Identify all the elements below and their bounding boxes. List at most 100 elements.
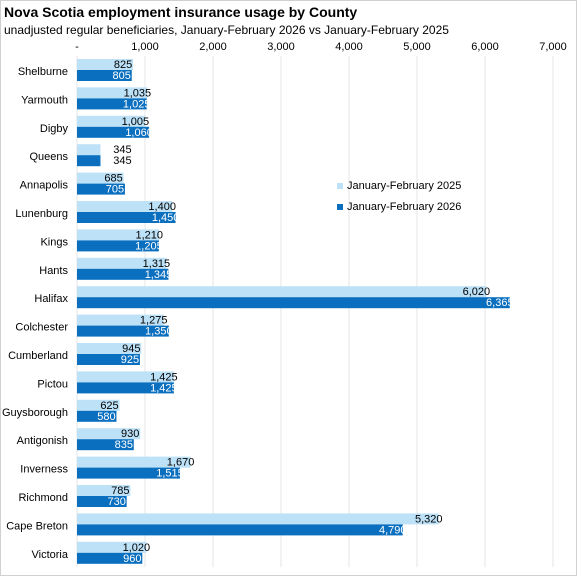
legend-item-2025: January-February 2025 [337,175,461,196]
legend: January-February 2025 January-February 2… [337,175,461,217]
bar-2026 [77,524,403,536]
bar-2025 [77,257,167,269]
bar-2026 [77,354,140,365]
data-label-2025: 930 [121,428,139,440]
bar-2025 [77,172,124,184]
category-label: Hants [39,265,68,277]
data-label-2025: 1,425 [150,371,178,383]
data-label-2025: 1,670 [167,457,195,469]
legend-item-2026: January-February 2026 [337,196,461,217]
category-label: Shelburne [18,66,68,78]
data-label-2025: 625 [100,400,118,412]
bar-2025 [77,343,142,354]
bar-2025 [77,87,148,99]
data-label-2026: 1,350 [145,326,173,338]
bar-2025 [77,456,191,468]
data-label-2026: 730 [107,496,125,508]
data-label-2025: 1,020 [123,542,151,554]
bar-2026 [77,552,143,564]
bar-2026 [77,126,150,138]
legend-swatch-2025 [337,182,343,189]
data-label-2026: 960 [123,553,141,565]
data-label-2025: 1,275 [140,315,168,327]
category-label: Queens [29,151,68,163]
category-label: Richmond [18,492,68,504]
bar-2025 [77,59,134,70]
data-label-2026: 345 [113,155,131,167]
data-label-2025: 785 [111,485,129,497]
bar-2026 [77,183,125,195]
legend-swatch-2026 [337,203,343,210]
data-label-2025: 825 [114,59,132,71]
data-label-2026: 925 [121,354,139,366]
category-label: Halifax [34,293,68,305]
data-label-2026: 805 [113,70,131,82]
bar-2025 [77,513,439,525]
bar-2026 [77,240,159,252]
data-label-2026: 1,205 [135,240,163,252]
bar-2026 [77,496,127,507]
bar-2025 [77,229,160,241]
bar-2026 [77,268,169,280]
bar-2025 [77,115,146,127]
category-label: Inverness [20,464,68,476]
data-label-2025: 945 [122,343,140,355]
bar-2026 [77,325,169,337]
data-label-2025: 1,400 [148,201,176,213]
data-label-2026: 580 [97,411,115,423]
bar-2025 [77,399,120,411]
data-label-2026: 1,345 [145,269,173,281]
data-label-2026: 1,515 [156,468,184,480]
category-label: Guysborough [2,407,68,419]
data-label-2026: 4,790 [379,524,407,536]
data-label-2026: 1,060 [125,127,153,139]
x-tick-label: 7,000 [539,41,567,53]
data-label-2025: 5,320 [415,513,443,525]
category-label: Cumberland [8,350,68,362]
data-label-2025: 1,315 [143,258,171,270]
legend-label-2025: January-February 2025 [347,179,462,192]
bar-2025 [77,144,101,156]
bar-2026 [77,297,510,309]
chart-title: Nova Scotia employment insurance usage b… [4,4,358,20]
x-tick-label: 2,000 [199,41,227,53]
data-label-2025: 1,005 [122,116,150,128]
x-tick-label: 3,000 [267,41,295,53]
bar-2025 [77,314,164,326]
bar-2025 [77,541,147,553]
data-label-2025: 1,210 [136,229,164,241]
category-label: Pictou [37,378,68,390]
bar-2025 [77,286,487,298]
bar-2026 [77,439,134,451]
bar-2026 [77,382,174,394]
x-tick-label: 5,000 [403,41,431,53]
category-label: Colchester [15,322,68,334]
chart-subtitle: unadjusted regular beneficiaries, Januar… [4,23,449,37]
data-label-2025: 6,020 [463,286,491,298]
category-label: Kings [40,236,68,248]
x-tick-label: 4,000 [335,41,363,53]
bar-2026 [77,70,132,81]
bar-2025 [77,485,131,496]
bar-2026 [77,155,101,167]
data-label-2026: 1,425 [150,382,178,394]
bar-2026 [77,98,147,110]
category-label: Cape Breton [6,520,68,532]
bar-2025 [77,371,174,383]
x-tick-label: 1,000 [131,41,159,53]
data-label-2025: 685 [104,173,122,185]
bar-2025 [77,201,173,212]
category-label: Lunenburg [15,208,68,220]
x-tick-label: - [75,41,79,53]
data-label-2026: 835 [115,439,133,451]
category-label: Antigonish [17,435,68,447]
bar-2026 [77,410,117,422]
bar-2026 [77,212,176,223]
category-label: Yarmouth [21,94,68,106]
data-label-2026: 1,025 [123,98,151,110]
bar-2025 [77,428,141,440]
data-label-2025: 1,035 [124,87,152,99]
data-label-2025: 345 [113,144,131,156]
data-label-2026: 705 [106,184,124,196]
